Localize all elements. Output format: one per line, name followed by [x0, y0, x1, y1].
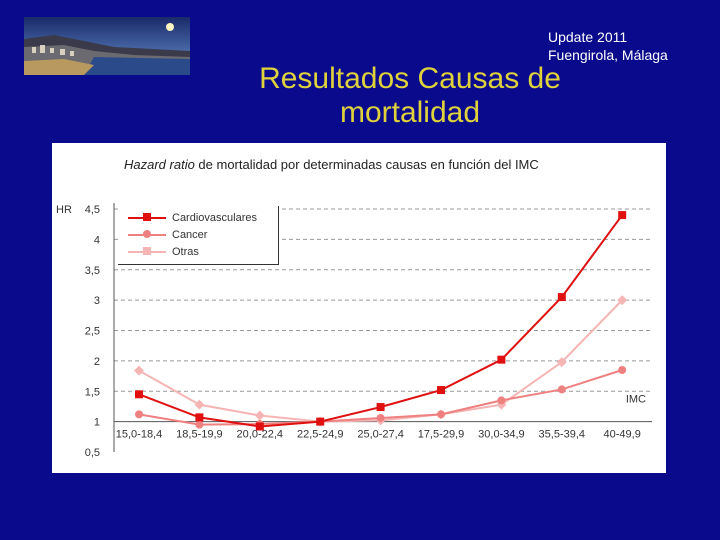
y-tick-label: 0,5	[85, 447, 100, 459]
chart-title: Hazard ratio de mortalidad por determina…	[124, 157, 539, 172]
update-line-1: Update 2011	[548, 29, 628, 45]
data-point-square	[316, 417, 325, 426]
y-tick-label: 3,5	[85, 265, 100, 277]
legend-item-cancer: Cancer	[128, 227, 207, 243]
legend-label: Cardiovasculares	[172, 212, 257, 224]
x-tick-label: 20,0-22,4	[237, 429, 283, 441]
x-tick-label: 15,0-18,4	[116, 429, 162, 441]
data-point-square	[497, 355, 506, 364]
title-line-1: Resultados Causas de	[259, 62, 561, 95]
legend-item-otras: Otras	[128, 244, 199, 260]
data-point-square	[376, 403, 385, 412]
y-tick-label: 4	[94, 234, 100, 246]
data-point-circle	[618, 365, 627, 374]
y-axis-label: HR	[56, 204, 72, 216]
data-point-circle	[195, 420, 204, 429]
x-tick-label: 25,0-27,4	[357, 429, 403, 441]
data-point-circle	[376, 413, 385, 422]
data-point-square	[618, 211, 627, 220]
y-tick-label: 1,5	[85, 386, 100, 398]
data-point-diamond	[194, 399, 205, 410]
y-tick-label: 3	[94, 295, 100, 307]
header-photo	[24, 17, 190, 75]
legend-diamond-icon	[128, 247, 166, 257]
update-line-2: Fuengirola, Málaga	[548, 47, 668, 63]
legend-label: Otras	[172, 246, 199, 258]
legend-label: Cancer	[172, 229, 208, 241]
update-note: Update 2011 Fuengirola, Málaga	[548, 28, 668, 64]
y-tick-label: 1	[94, 417, 100, 429]
beach-photo-icon	[24, 17, 190, 75]
title-line-2: mortalidad	[339, 96, 481, 129]
data-point-square	[557, 293, 566, 302]
slide-title: Resultados Causas de mortalidad	[200, 62, 620, 130]
chart-panel: Hazard ratio de mortalidad por determina…	[52, 143, 666, 473]
chart-title-italic: Hazard ratio	[124, 157, 195, 172]
x-tick-label: 35,5-39,4	[539, 429, 585, 441]
chart-title-rest: de mortalidad por determinadas causas en…	[194, 157, 539, 172]
data-point-circle	[135, 410, 143, 419]
y-tick-label: 2	[94, 356, 100, 368]
legend-circle-icon	[128, 230, 166, 240]
y-tick-label: 4,5	[85, 204, 100, 216]
data-point-circle	[497, 396, 506, 405]
x-tick-label: 17,5-29,9	[418, 429, 464, 441]
legend-item-cardiovasculares: Cardiovasculares	[128, 210, 257, 226]
y-tick-label: 2,5	[85, 326, 100, 338]
x-tick-label: 30,0-34,9	[478, 429, 524, 441]
data-point-diamond	[134, 365, 144, 376]
x-tick-label: 22,5-24,9	[297, 429, 343, 441]
data-point-square	[437, 386, 445, 395]
data-point-square	[195, 413, 204, 422]
x-tick-label: 18,5-19,9	[176, 429, 222, 441]
data-point-circle	[557, 385, 566, 394]
x-axis-label: IMC	[626, 394, 646, 406]
data-point-diamond	[254, 410, 265, 421]
data-point-circle	[437, 410, 445, 419]
hazard-ratio-chart: 0,5 1 1,5 2 2,5 3 3,5 4 4,5 HR IMC 15,0-18,4 18,5-19…	[56, 203, 652, 459]
data-point-square	[135, 390, 143, 399]
data-point-diamond	[617, 295, 628, 306]
legend-square-icon	[128, 213, 166, 223]
data-point-diamond	[556, 357, 567, 368]
data-point-square	[255, 422, 264, 431]
x-tick-label: 40-49,9	[604, 429, 641, 441]
chart-legend: Cardiovasculares Cancer Otras	[118, 206, 279, 265]
